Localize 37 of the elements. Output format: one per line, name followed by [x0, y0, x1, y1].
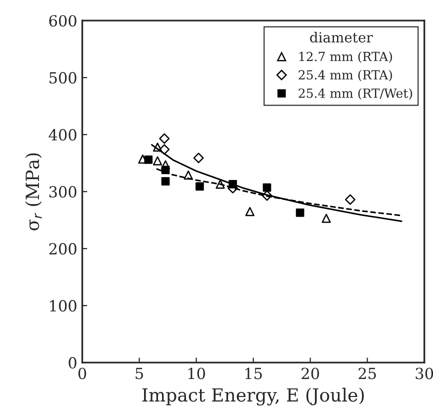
legend-label: 25.4 mm (RT/Wet) [298, 88, 412, 100]
point [344, 194, 356, 205]
x-tick-label: 0 [78, 368, 86, 380]
point [322, 214, 331, 223]
point [262, 190, 272, 201]
point [184, 170, 193, 180]
legend-title: diameter [310, 32, 373, 43]
line-series [151, 144, 402, 222]
x-axis-title: Impact Energy, E (Joule) [142, 388, 364, 406]
y-axis-title: σ$_{r}$ (MPa) [25, 153, 42, 230]
y-tick-label: 600 [49, 15, 76, 27]
y-tick-label: 200 [49, 243, 76, 255]
point [152, 156, 162, 166]
y-tick-label: 300 [49, 186, 76, 198]
point [245, 206, 254, 216]
point [152, 142, 162, 152]
point [262, 183, 272, 192]
x-tick-label: 25 [358, 368, 376, 380]
point [161, 177, 170, 186]
x-tick-label: 10 [188, 368, 205, 380]
point [193, 152, 204, 164]
y-tick-label: 500 [50, 72, 76, 84]
point [196, 182, 204, 191]
point [216, 180, 225, 189]
x-tick-label: 15 [245, 368, 262, 380]
point [159, 144, 170, 155]
point [138, 154, 148, 164]
legend-label: 25.4 mm (RTA) [298, 70, 392, 82]
x-tick-label: 20 [302, 368, 320, 380]
point [159, 133, 170, 144]
legend-label: 12.7 mm (RTA) [299, 52, 392, 63]
x-tick-label: 5 [136, 368, 143, 380]
y-tick-label: 0 [68, 357, 76, 369]
x-tick-label: 30 [416, 368, 433, 380]
y-tick-label: 400 [48, 129, 76, 141]
y-tick-label: 100 [50, 300, 76, 312]
point [296, 208, 304, 217]
